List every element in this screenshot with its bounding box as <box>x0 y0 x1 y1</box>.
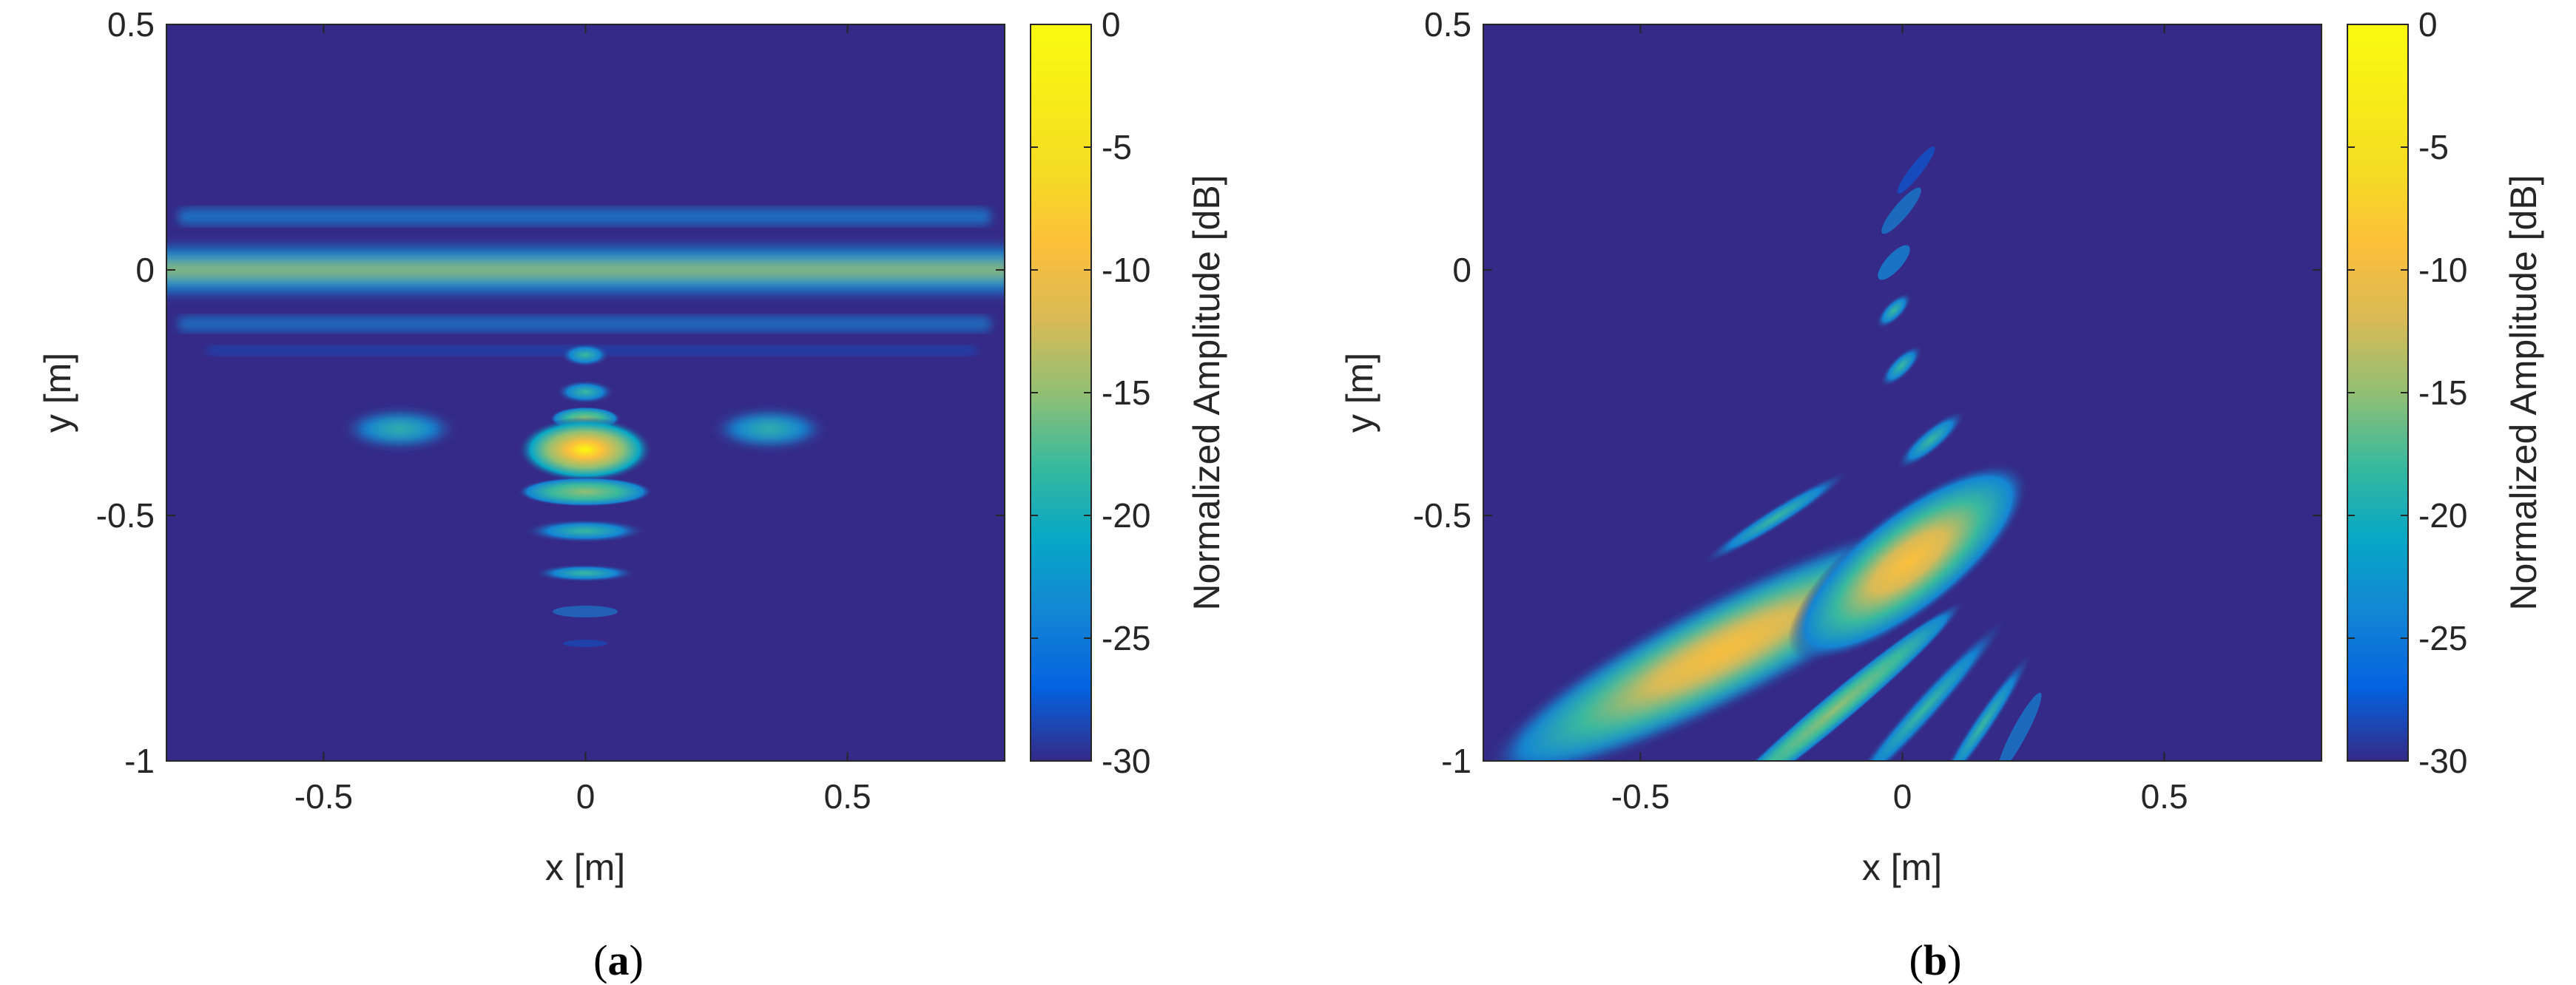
heatmap-b-focus <box>1787 462 2030 662</box>
colorbar-tick-label: -25 <box>1102 619 1150 657</box>
heatmap-a-lower-sidelobe <box>178 317 991 331</box>
colorbar-tick-label: 0 <box>1102 5 1121 44</box>
colorbar-tick-label: -5 <box>1102 128 1132 166</box>
colorbar-tick-label: -10 <box>2418 251 2467 289</box>
colorbar-ticks-a: 0 -5 -10 -15 -20 -25 -30 <box>1031 5 1150 780</box>
heatmap-b-lobe-upper <box>1699 470 1852 566</box>
heatmap-a-lobe-5 <box>523 519 647 543</box>
colorbar-tick-label: -30 <box>2418 742 2467 780</box>
heatmap-a-focus <box>517 417 653 482</box>
colorbar-label-a: Normalized Amplitude [dB] <box>1186 175 1227 610</box>
x-tick-label: 0.5 <box>824 777 871 816</box>
y-tick-label: 0 <box>135 251 155 289</box>
heatmap-a-lobe-4 <box>517 477 653 507</box>
caption-a: (a) <box>593 936 644 984</box>
heatmap-b <box>1485 146 2042 761</box>
panel-b: 0.5 0 -0.5 -1 -0.5 0 0.5 x [m] y [m] 0 -5 -10 -1… <box>1339 5 2544 984</box>
y-tick-label: 0.5 <box>107 5 155 44</box>
colorbar-tick-label: 0 <box>2418 5 2438 44</box>
y-ticks-a: 0.5 0 -0.5 -1 <box>96 5 1005 780</box>
heatmap-a-lobe-6 <box>533 564 637 582</box>
y-tick-label: -1 <box>1441 742 1471 780</box>
colorbar-b <box>2347 24 2409 762</box>
heatmap-b-chain-5 <box>1881 187 1921 234</box>
x-tick-label: 0 <box>1893 777 1912 816</box>
x-tick-label: -0.5 <box>1611 777 1670 816</box>
colorbar-tick-label: -15 <box>1102 373 1150 412</box>
x-axis-label-b: x [m] <box>1862 847 1942 888</box>
colorbar-tick-label: -15 <box>2418 373 2467 412</box>
colorbar-tick-label: -20 <box>1102 496 1150 535</box>
x-ticks-b: -0.5 0 0.5 <box>1611 24 2188 816</box>
panel-a: 0.5 0 -0.5 -1 -0.5 0 0.5 x [m] y [m] 0 -5 -10 -1… <box>37 5 1227 984</box>
heatmap-b-chain-2 <box>1880 345 1923 387</box>
heatmap-a-main-band <box>166 237 1005 303</box>
y-tick-label: -1 <box>124 742 155 780</box>
colorbar-label-b: Normalized Amplitude [dB] <box>2503 175 2544 610</box>
x-axis-label-a: x [m] <box>545 847 625 888</box>
y-axis-label-a: y [m] <box>37 353 78 433</box>
colorbar-ticks-b: 0 -5 -10 -15 -20 -25 -30 <box>2347 5 2467 780</box>
heatmap-a-lobe-7 <box>553 606 618 617</box>
heatmap-b-lobe-lower-4 <box>1997 692 2042 761</box>
x-ticks-a: -0.5 0 0.5 <box>294 24 871 816</box>
heatmap-b-chain-6 <box>1897 146 1935 194</box>
caption-b: (b) <box>1909 936 1962 984</box>
y-tick-label: -0.5 <box>1413 496 1471 535</box>
colorbar-tick-label: -20 <box>2418 496 2467 535</box>
colorbar-tick-label: -25 <box>2418 619 2467 657</box>
y-tick-label: 0 <box>1452 251 1471 289</box>
y-ticks-b: 0.5 0 -0.5 -1 <box>1413 5 2322 780</box>
heatmap-b-chain-4 <box>1878 245 1910 280</box>
heatmap-b-lobe-lower-1 <box>1704 600 1966 761</box>
colorbar-a <box>1030 24 1092 762</box>
colorbar-tick-label: -5 <box>2418 128 2449 166</box>
heatmap-a-lobe-2 <box>556 380 615 404</box>
heatmap-a-lobe-8 <box>563 640 607 647</box>
x-tick-label: 0 <box>576 777 596 816</box>
heatmap-a <box>166 209 1005 647</box>
x-tick-label: 0.5 <box>2141 777 2188 816</box>
heatmap-a-upper-sidelobe <box>178 209 991 225</box>
colorbar-tick-label: -30 <box>1102 742 1150 780</box>
heatmap-b-lobe-lower-3 <box>1932 651 2034 761</box>
heatmap-a-right-wing <box>710 408 829 450</box>
y-tick-label: 0.5 <box>1424 5 1471 44</box>
caption-letter-b: b <box>1923 936 1947 984</box>
y-axis-label-b: y [m] <box>1339 353 1380 433</box>
y-tick-label: -0.5 <box>96 496 155 535</box>
heatmap-b-lobe-lower-2 <box>1838 616 2009 761</box>
x-tick-label: -0.5 <box>294 777 353 816</box>
colorbar-tick-label: -10 <box>1102 251 1150 289</box>
heatmap-b-chain-1 <box>1895 410 1966 470</box>
heatmap-a-left-wing <box>340 408 459 450</box>
heatmap-b-chain-3 <box>1875 292 1912 329</box>
heatmap-a-lobe-1 <box>560 343 610 367</box>
caption-letter-a: a <box>608 936 630 984</box>
